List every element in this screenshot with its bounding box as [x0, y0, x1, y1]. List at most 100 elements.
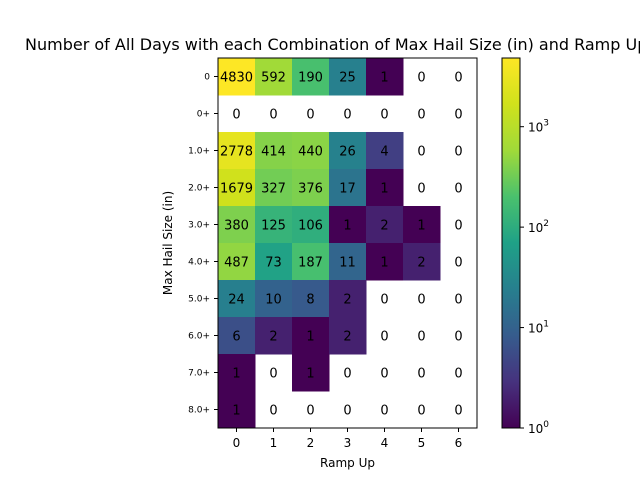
heatmap-cell [329, 243, 367, 281]
x-tick-label: 2 [307, 436, 315, 450]
cell-value-label: 0 [232, 108, 240, 123]
heatmap-cell [218, 169, 256, 207]
heatmap-cell [255, 243, 293, 281]
cell-value-label: 0 [380, 108, 388, 123]
heatmap-cell [255, 280, 293, 318]
heatmap-cell [366, 58, 404, 96]
y-tick-label: 7.0+ [188, 369, 210, 379]
y-tick-label: 0 [204, 73, 210, 83]
cell-value-label: 440 [298, 145, 323, 160]
cell-value-label: 0 [343, 108, 351, 123]
x-axis-ticks: 0 1 2 3 4 5 6 [233, 428, 463, 450]
cell-value-label: 0 [417, 293, 425, 308]
cell-value-label: 1 [380, 182, 388, 197]
heatmap-cell [292, 58, 330, 96]
cell-value-label: 2 [417, 256, 425, 271]
x-tick-label: 6 [455, 436, 463, 450]
cell-value-label: 17 [339, 182, 356, 197]
cell-value-label: 0 [417, 108, 425, 123]
heatmap-cell [403, 206, 441, 244]
y-axis-label: Max Hail Size (in) [161, 191, 175, 295]
cell-value-label: 0 [380, 293, 388, 308]
cell-value-label: 1 [380, 71, 388, 86]
y-tick-label: 1.0+ [188, 147, 210, 157]
cell-value-label: 0 [454, 219, 462, 234]
cell-value-label: 106 [298, 219, 323, 234]
y-tick-label: 0+ [197, 110, 210, 120]
heatmap-cell [218, 243, 256, 281]
y-tick-label: 2.0+ [188, 184, 210, 194]
cell-value-label: 1 [306, 330, 314, 345]
cell-value-label: 24 [228, 293, 245, 308]
cell-value-label: 190 [298, 71, 323, 86]
heatmap-cell [366, 132, 404, 170]
cell-value-label: 0 [269, 404, 277, 419]
cell-value-label: 8 [306, 293, 314, 308]
cell-value-label: 1 [232, 367, 240, 382]
cell-value-label: 10 [265, 293, 282, 308]
cell-value-label: 0 [417, 71, 425, 86]
cell-value-label: 0 [454, 256, 462, 271]
cell-value-label: 414 [261, 145, 286, 160]
cell-value-label: 0 [454, 367, 462, 382]
y-tick-label: 6.0+ [188, 332, 210, 342]
heatmap-cell [329, 280, 367, 318]
heatmap-cell [292, 206, 330, 244]
cell-value-label: 2 [343, 293, 351, 308]
colorbar-tick-label: 101 [528, 320, 549, 336]
x-tick-label: 1 [270, 436, 278, 450]
x-tick-label: 4 [381, 436, 389, 450]
heatmap-cell [292, 280, 330, 318]
heatmap-cell [218, 354, 256, 392]
y-axis-ticks: 0 0+ 1.0+ 2.0+ 3.0+ 4.0+ 5.0+ 6.0+ 7.0+ 8.0+ [188, 73, 218, 416]
cell-value-label: 380 [224, 219, 249, 234]
cell-value-label: 0 [306, 108, 314, 123]
cell-value-label: 11 [339, 256, 356, 271]
cell-value-label: 1 [380, 256, 388, 271]
cell-value-label: 0 [417, 145, 425, 160]
x-tick-label: 3 [344, 436, 352, 450]
y-tick-label: 5.0+ [188, 295, 210, 305]
colorbar-tick-label: 102 [528, 219, 549, 235]
y-tick-label: 8.0+ [188, 406, 210, 416]
heatmap-cell [366, 169, 404, 207]
heatmap-cell [366, 243, 404, 281]
cell-value-label: 2 [380, 219, 388, 234]
cell-value-label: 2778 [220, 145, 253, 160]
heatmap-cell [218, 206, 256, 244]
cell-value-label: 4 [380, 145, 388, 160]
cell-value-label: 2 [343, 330, 351, 345]
cell-value-label: 0 [343, 367, 351, 382]
heatmap-cell [218, 280, 256, 318]
heatmap-cell [255, 169, 293, 207]
cell-value-label: 2 [269, 330, 277, 345]
heatmap-cell [292, 243, 330, 281]
cell-value-label: 187 [298, 256, 323, 271]
cell-value-label: 4830 [220, 71, 253, 86]
heatmap-cell [329, 169, 367, 207]
cell-value-label: 1 [417, 219, 425, 234]
cell-value-label: 0 [417, 330, 425, 345]
cell-value-label: 25 [339, 71, 356, 86]
heatmap-cell [218, 58, 256, 96]
x-tick-label: 0 [233, 436, 241, 450]
cell-value-label: 125 [261, 219, 286, 234]
cell-value-label: 0 [269, 108, 277, 123]
cell-value-label: 73 [265, 256, 282, 271]
cell-value-label: 0 [417, 182, 425, 197]
x-axis-label: Ramp Up [320, 456, 375, 470]
cell-value-label: 6 [232, 330, 240, 345]
cell-value-label: 0 [454, 330, 462, 345]
colorbar-tick-label: 103 [528, 119, 549, 135]
cell-value-label: 0 [380, 367, 388, 382]
cell-value-label: 0 [454, 404, 462, 419]
cell-value-label: 0 [454, 71, 462, 86]
cell-value-label: 1 [232, 404, 240, 419]
heatmap-cell [218, 317, 256, 355]
cell-value-label: 26 [339, 145, 356, 160]
heatmap-cell [218, 391, 256, 429]
cell-value-label: 0 [454, 108, 462, 123]
heatmap-cell [255, 317, 293, 355]
cell-value-label: 0 [306, 404, 314, 419]
